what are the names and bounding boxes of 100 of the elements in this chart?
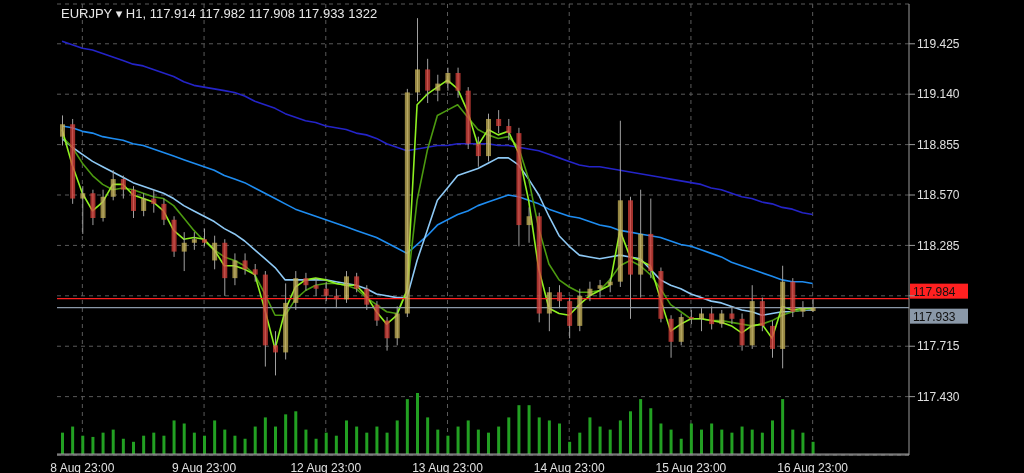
bar	[527, 405, 531, 454]
candlestick	[313, 277, 319, 297]
bar	[203, 435, 206, 454]
bar	[740, 426, 744, 454]
candlestick	[120, 175, 126, 200]
candlestick	[435, 74, 441, 102]
bar	[578, 432, 582, 454]
bar	[669, 429, 673, 454]
bar	[172, 420, 176, 454]
candlestick	[506, 118, 512, 141]
bar	[436, 429, 440, 454]
bar	[274, 426, 277, 454]
candlestick	[141, 192, 147, 217]
bar	[243, 438, 247, 454]
bar	[497, 426, 501, 454]
candlestick	[110, 169, 116, 201]
bar	[324, 432, 328, 454]
bar	[720, 429, 724, 454]
bar	[679, 438, 683, 454]
chart-title: EURJPY ▾ H1, 117.914 117.982 117.908 117.933 1322	[61, 6, 378, 21]
candlestick	[80, 185, 86, 235]
candlestick	[445, 67, 451, 92]
bar	[649, 408, 653, 454]
candlestick	[800, 300, 806, 318]
line-series	[61, 40, 814, 216]
candlestick	[546, 286, 552, 332]
bar	[405, 399, 409, 454]
bar	[365, 432, 369, 454]
candlestick	[425, 58, 431, 104]
candlestick	[699, 307, 704, 332]
y-tick-label: 119.140	[917, 87, 960, 102]
bar	[142, 435, 146, 454]
bar	[71, 426, 75, 454]
bar	[304, 429, 308, 454]
candlestick	[455, 67, 461, 99]
candlestick	[323, 281, 329, 302]
candlestick	[151, 189, 157, 214]
bar	[801, 432, 805, 454]
bar	[730, 432, 734, 454]
candlestick	[475, 136, 481, 168]
candlestick	[242, 252, 248, 276]
bar	[314, 438, 318, 454]
candlestick	[557, 284, 562, 309]
bar	[466, 420, 470, 454]
candlestick	[131, 185, 136, 219]
candlestick	[384, 316, 390, 352]
bar	[639, 399, 643, 454]
bar	[91, 436, 95, 454]
candlestick	[60, 114, 65, 146]
candlestick	[415, 17, 420, 102]
candlestick	[344, 270, 349, 304]
candlestick	[729, 305, 735, 325]
candlestick	[232, 252, 238, 286]
bar	[689, 423, 693, 454]
candlestick	[668, 314, 674, 359]
bar	[517, 405, 521, 454]
bar	[101, 432, 105, 454]
bar	[446, 435, 450, 454]
bar	[416, 393, 419, 454]
candlestick	[496, 109, 502, 134]
bar	[426, 417, 430, 454]
y-tick-label: 118.855	[917, 137, 960, 152]
candlestick	[374, 300, 380, 327]
bar	[121, 438, 125, 454]
bar	[791, 429, 795, 454]
bar	[608, 429, 612, 454]
bar	[547, 420, 551, 454]
y-tick-label: 118.285	[917, 238, 960, 253]
y-tick-label: 117.430	[917, 389, 960, 404]
bar	[558, 423, 561, 454]
bar	[182, 423, 186, 454]
bar	[294, 411, 298, 454]
bar	[345, 420, 348, 454]
candlestick	[587, 281, 593, 302]
candlestick	[212, 235, 218, 270]
bar	[395, 420, 399, 454]
candlestick	[100, 189, 106, 223]
bar	[334, 435, 338, 454]
candlestick	[354, 272, 360, 293]
candlestick	[770, 320, 775, 359]
candlestick	[181, 231, 187, 272]
bar	[537, 417, 541, 454]
bar	[476, 429, 480, 454]
bar	[588, 417, 592, 454]
candlestick	[303, 272, 309, 292]
ref-line-label: 117.984	[913, 284, 956, 299]
candlestick	[161, 198, 167, 226]
bar	[618, 420, 622, 454]
candlestick	[709, 305, 715, 330]
bar	[629, 411, 632, 454]
bar	[771, 420, 774, 454]
bar	[61, 432, 64, 454]
bar	[233, 435, 237, 454]
bar	[111, 429, 115, 454]
candlestick	[273, 330, 278, 376]
y-tick-label: 119.425	[917, 37, 960, 52]
bar	[598, 426, 602, 454]
bar	[284, 414, 288, 454]
bar	[507, 417, 511, 454]
bar	[81, 435, 85, 454]
